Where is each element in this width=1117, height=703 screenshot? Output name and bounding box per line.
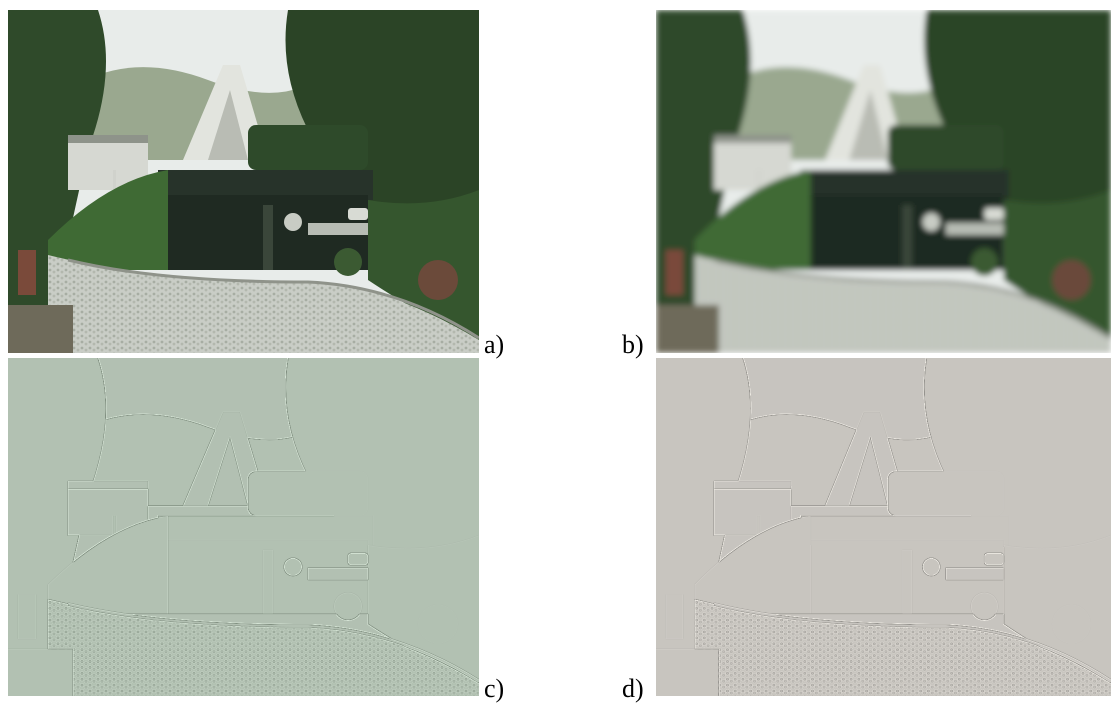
original-photo-panel — [8, 10, 479, 353]
panel-label-b: b) — [622, 330, 644, 359]
highpass-green-panel — [8, 358, 479, 696]
original-photo — [8, 10, 479, 353]
panel-label-c: c) — [484, 674, 505, 703]
blurred-photo-panel — [656, 10, 1111, 353]
highpass-green-image — [8, 358, 479, 696]
panel-label-d: d) — [622, 674, 644, 703]
blurred-photo — [656, 10, 1111, 353]
panel-label-a: a) — [484, 330, 505, 359]
highpass-gray-image — [656, 358, 1111, 696]
highpass-gray-panel — [656, 358, 1111, 696]
